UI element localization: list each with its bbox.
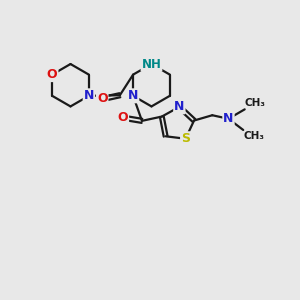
- Text: S: S: [181, 132, 190, 145]
- Text: N: N: [128, 89, 138, 102]
- Text: O: O: [97, 92, 107, 105]
- Text: O: O: [47, 68, 58, 81]
- Text: N: N: [223, 112, 234, 125]
- Text: CH₃: CH₃: [244, 131, 265, 141]
- Text: CH₃: CH₃: [245, 98, 266, 108]
- Text: N: N: [84, 89, 94, 102]
- Text: NH: NH: [142, 58, 161, 70]
- Text: N: N: [174, 100, 184, 113]
- Text: O: O: [118, 111, 128, 124]
